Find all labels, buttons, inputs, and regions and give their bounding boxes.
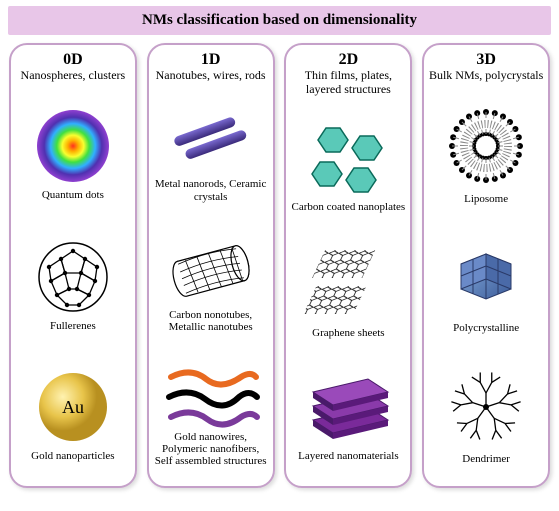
item-liposome: Liposome [442, 91, 530, 217]
item-nanorods: Metal nanorods, Ceramic crystals [153, 91, 269, 217]
label-nanoplates: Carbon coated nanoplates [292, 201, 406, 213]
graphene-icon [298, 244, 398, 324]
item-nanoplates: Carbon coated nanoplates [292, 105, 406, 227]
column-3d: 3D Bulk NMs, polycrystals Liposome [422, 43, 550, 488]
polycrystal-icon [441, 234, 531, 319]
dendrimer-icon [441, 365, 531, 450]
item-graphene: Graphene sheets [298, 230, 398, 352]
item-nanowires: Gold nanowires, Polymeric nanofibers, Se… [153, 352, 269, 478]
label-nanotube: Carbon nonotubes, Metallic nanotubes [153, 309, 269, 333]
layered-icon [298, 372, 398, 447]
page-title: NMs classification based on dimensionali… [8, 6, 551, 35]
col-title-1d: 1D [201, 51, 221, 69]
nanorods-icon [166, 105, 256, 175]
item-polycrystal: Polycrystalline [441, 221, 531, 347]
columns-container: 0D Nanospheres, clusters Quant [0, 43, 559, 488]
column-1d: 1D Nanotubes, wires, rods Metal nanorods… [147, 43, 275, 488]
liposome-icon [442, 102, 530, 190]
item-nanotube: Carbon nonotubes, Metallic nanotubes [153, 221, 269, 347]
col-sub-0d: Nanospheres, clusters [21, 69, 126, 83]
label-polycrystal: Polycrystalline [453, 322, 519, 334]
col-title-2d: 2D [339, 51, 359, 69]
label-layered: Layered nanomaterials [298, 450, 398, 462]
gold-np-icon: Au [33, 367, 113, 447]
nanoplates-icon [298, 118, 398, 198]
label-nanowires: Gold nanowires, Polymeric nanofibers, Se… [153, 431, 269, 467]
col-sub-2d: Thin films, plates, layered structures [290, 69, 406, 97]
column-2d: 2D Thin films, plates, layered structure… [284, 43, 412, 488]
label-gold-np: Gold nanoparticles [31, 450, 114, 462]
item-gold-np: Au Gold nanoparticles [31, 352, 114, 478]
item-quantum-dots: Quantum dots [33, 91, 113, 217]
nanotube-icon [161, 236, 261, 306]
column-0d: 0D Nanospheres, clusters Quant [9, 43, 137, 488]
col-sub-3d: Bulk NMs, polycrystals [429, 69, 543, 83]
item-fullerene: Fullerenes [33, 221, 113, 347]
col-sub-1d: Nanotubes, wires, rods [156, 69, 266, 83]
label-nanorods: Metal nanorods, Ceramic crystals [153, 178, 269, 202]
svg-text:Au: Au [62, 397, 84, 417]
item-dendrimer: Dendrimer [441, 352, 531, 478]
label-dendrimer: Dendrimer [462, 453, 510, 465]
quantum-dots-icon [33, 106, 113, 186]
col-title-0d: 0D [63, 51, 83, 69]
label-liposome: Liposome [464, 193, 508, 205]
nanowires-icon [161, 363, 261, 428]
col-title-3d: 3D [476, 51, 496, 69]
item-layered: Layered nanomaterials [298, 356, 398, 478]
label-graphene: Graphene sheets [312, 327, 384, 339]
label-fullerene: Fullerenes [50, 320, 96, 332]
label-quantum-dots: Quantum dots [42, 189, 104, 201]
fullerene-icon [33, 237, 113, 317]
